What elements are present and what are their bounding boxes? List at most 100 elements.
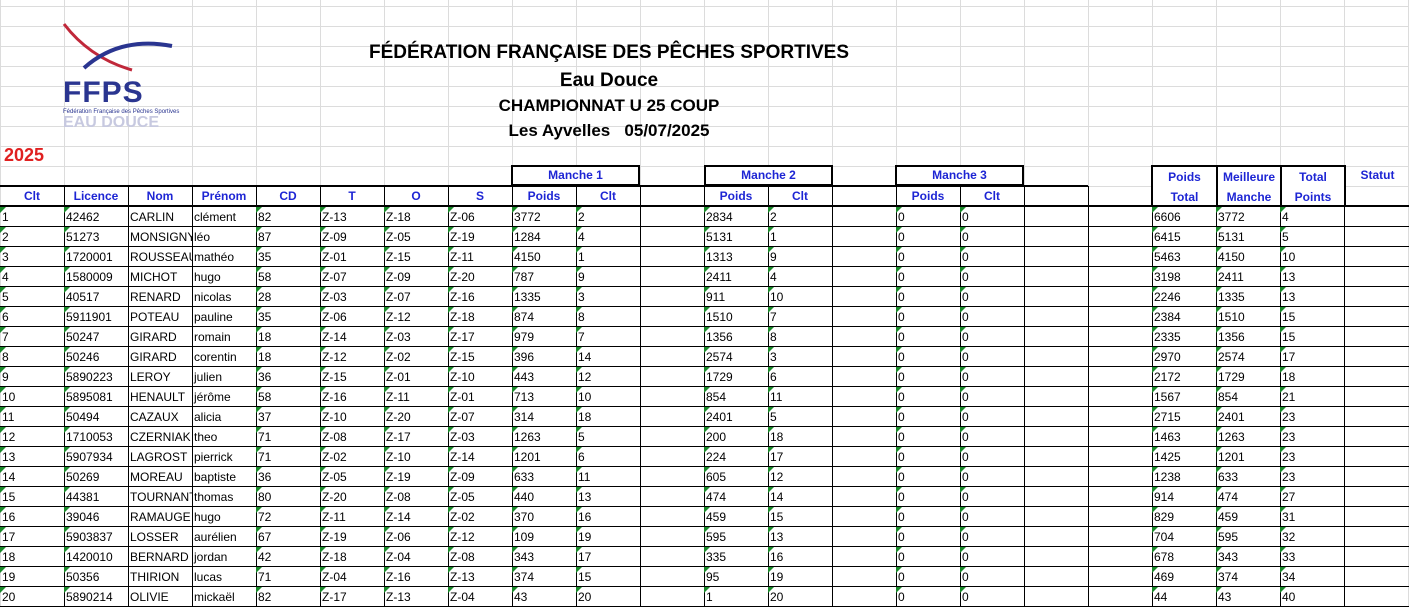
table-row: 8 50246 GIRARD corentin 18 Z-12 Z-02 Z-15 396 14 2… bbox=[0, 347, 1409, 367]
col-m1-clt: Clt bbox=[600, 189, 616, 203]
cell-poids-total: 1238 bbox=[1152, 467, 1216, 487]
column-separator bbox=[960, 186, 961, 607]
col-nom: Nom bbox=[146, 189, 174, 203]
cell-m1-clt: 9 bbox=[576, 267, 640, 287]
cell-m3-poids: 0 bbox=[896, 267, 960, 287]
cell-meilleure-manche: 4150 bbox=[1216, 247, 1280, 267]
cell-prenom: thomas bbox=[194, 490, 234, 504]
row-divider bbox=[0, 506, 1409, 507]
cell-poids-total: 914 bbox=[1152, 487, 1216, 507]
cell-m3-clt: 0 bbox=[960, 267, 1024, 287]
cell-m1-clt: 19 bbox=[576, 527, 640, 547]
cell-cd: 58 bbox=[256, 387, 320, 407]
title-federation: FÉDÉRATION FRANÇAISE DES PÊCHES SPORTIVE… bbox=[369, 42, 849, 63]
cell-zone-t: Z-16 bbox=[320, 387, 384, 407]
cell-licence: 5907934 bbox=[64, 447, 128, 467]
cell-zone-s: Z-06 bbox=[448, 207, 512, 227]
column-separator bbox=[704, 186, 705, 607]
row-divider bbox=[0, 546, 1409, 547]
cell-zone-o: Z-03 bbox=[384, 327, 448, 347]
cell-meilleure-manche: 374 bbox=[1216, 567, 1280, 587]
cell-rank: 13 bbox=[0, 447, 64, 467]
cell-m1-poids: 633 bbox=[512, 467, 576, 487]
cell-meilleure-manche: 2574 bbox=[1216, 347, 1280, 367]
cell-m1-poids: 3772 bbox=[512, 207, 576, 227]
cell-zone-t: Z-18 bbox=[320, 547, 384, 567]
col-t: T bbox=[348, 189, 356, 203]
cell-cd: 36 bbox=[256, 367, 320, 387]
cell-m3-poids: 0 bbox=[896, 387, 960, 407]
cell-m2-clt: 17 bbox=[768, 447, 832, 467]
cell-licence: 50246 bbox=[64, 347, 128, 367]
cell-m3-clt: 0 bbox=[960, 367, 1024, 387]
cell-m1-poids: 874 bbox=[512, 307, 576, 327]
cell-zone-s: Z-20 bbox=[448, 267, 512, 287]
col-m3-poids: Poids bbox=[911, 189, 945, 203]
cell-m1-poids: 374 bbox=[512, 567, 576, 587]
cell-meilleure-manche: 854 bbox=[1216, 387, 1280, 407]
cell-poids-total: 829 bbox=[1152, 507, 1216, 527]
table-row: 5 40517 RENARD nicolas 28 Z-03 Z-07 Z-16 1335 3 91… bbox=[0, 287, 1409, 307]
cell-meilleure-manche: 459 bbox=[1216, 507, 1280, 527]
cell-m3-poids: 0 bbox=[896, 567, 960, 587]
cell-nom: TOURNANT bbox=[130, 490, 192, 504]
cell-zone-t: Z-03 bbox=[320, 287, 384, 307]
cell-cd: 71 bbox=[256, 447, 320, 467]
row-divider bbox=[0, 386, 1409, 387]
cell-total-points: 13 bbox=[1280, 287, 1344, 307]
row-divider bbox=[0, 366, 1409, 367]
logo-tagline: EAU DOUCE bbox=[63, 114, 160, 131]
cell-m2-poids: 1356 bbox=[704, 327, 768, 347]
cell-nom: GIRARD bbox=[130, 330, 177, 344]
cell-total-points: 15 bbox=[1280, 307, 1344, 327]
cell-total-points: 18 bbox=[1280, 367, 1344, 387]
cell-zone-o: Z-07 bbox=[384, 287, 448, 307]
cell-meilleure-manche: 1510 bbox=[1216, 307, 1280, 327]
cell-m1-poids: 443 bbox=[512, 367, 576, 387]
cell-meilleure-manche: 43 bbox=[1216, 587, 1280, 607]
column-separator bbox=[896, 186, 897, 607]
cell-nom: OLIVIE bbox=[130, 590, 169, 604]
cell-rank: 2 bbox=[0, 227, 64, 247]
cell-m3-clt: 0 bbox=[960, 487, 1024, 507]
row-divider bbox=[0, 266, 1409, 267]
cell-m1-poids: 396 bbox=[512, 347, 576, 367]
cell-zone-o: Z-19 bbox=[384, 467, 448, 487]
cell-zone-o: Z-13 bbox=[384, 587, 448, 607]
table-row: 20 5890214 OLIVIE mickaël 82 Z-17 Z-13 Z-04 43 20… bbox=[0, 587, 1409, 607]
cell-total-points: 23 bbox=[1280, 427, 1344, 447]
cell-poids-total: 3198 bbox=[1152, 267, 1216, 287]
column-separator bbox=[640, 186, 641, 607]
cell-nom: LEROY bbox=[130, 370, 171, 384]
cell-poids-total: 5463 bbox=[1152, 247, 1216, 267]
cell-prenom: theo bbox=[194, 430, 218, 444]
cell-meilleure-manche: 1263 bbox=[1216, 427, 1280, 447]
cell-m1-clt: 20 bbox=[576, 587, 640, 607]
cell-m2-poids: 1729 bbox=[704, 367, 768, 387]
col-cd: CD bbox=[279, 189, 297, 203]
cell-nom: MOREAU bbox=[130, 470, 183, 484]
col-o: O bbox=[411, 189, 421, 203]
cell-prenom: julien bbox=[194, 370, 223, 384]
cell-m3-poids: 0 bbox=[896, 507, 960, 527]
cell-m2-clt: 1 bbox=[768, 227, 832, 247]
cell-rank: 1 bbox=[0, 207, 64, 227]
cell-total-points: 34 bbox=[1280, 567, 1344, 587]
cell-zone-t: Z-10 bbox=[320, 407, 384, 427]
cell-m3-clt: 0 bbox=[960, 307, 1024, 327]
cell-zone-o: Z-12 bbox=[384, 307, 448, 327]
cell-m2-clt: 5 bbox=[768, 407, 832, 427]
cell-rank: 6 bbox=[0, 307, 64, 327]
cell-poids-total: 2246 bbox=[1152, 287, 1216, 307]
cell-total-points: 23 bbox=[1280, 407, 1344, 427]
cell-m3-clt: 0 bbox=[960, 447, 1024, 467]
row-divider bbox=[0, 346, 1409, 347]
column-separator bbox=[512, 186, 513, 607]
cell-licence: 51273 bbox=[64, 227, 128, 247]
column-separator bbox=[1280, 185, 1281, 607]
row-divider bbox=[0, 406, 1409, 407]
cell-poids-total: 2384 bbox=[1152, 307, 1216, 327]
cell-m3-poids: 0 bbox=[896, 547, 960, 567]
cell-m2-clt: 16 bbox=[768, 547, 832, 567]
column-separator bbox=[448, 186, 449, 607]
